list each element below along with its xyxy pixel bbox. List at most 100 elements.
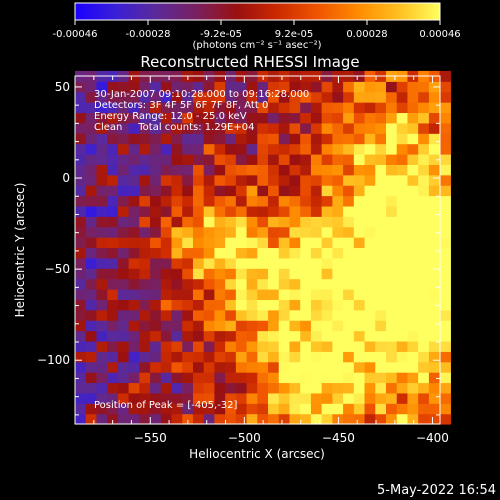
heatmap-cell xyxy=(117,102,130,114)
heatmap-cell xyxy=(225,164,237,176)
heatmap-cell xyxy=(310,143,323,155)
heatmap-cell xyxy=(310,195,323,207)
heatmap-cell xyxy=(278,299,291,311)
heatmap-cell xyxy=(85,143,98,155)
heatmap-cell xyxy=(332,320,344,332)
heatmap-cell xyxy=(117,81,130,93)
heatmap-cell xyxy=(214,247,226,259)
heatmap-cell xyxy=(171,226,183,238)
heatmap-cell xyxy=(203,164,216,176)
heatmap-cell xyxy=(310,122,323,134)
heatmap-cell xyxy=(386,122,398,134)
heatmap-cell xyxy=(439,361,451,373)
heatmap-cell xyxy=(428,226,441,238)
heatmap-cell xyxy=(96,205,108,217)
heatmap-cell xyxy=(310,351,323,363)
heatmap-cell xyxy=(192,237,205,249)
heatmap-cell xyxy=(117,226,130,238)
heatmap-cell xyxy=(117,392,130,404)
heatmap-cell xyxy=(96,185,108,197)
heatmap-cell xyxy=(257,133,269,145)
heatmap-cell xyxy=(192,143,205,155)
heatmap-cell xyxy=(418,278,430,290)
heatmap-cell xyxy=(139,91,151,103)
heatmap-cell xyxy=(300,164,312,176)
heatmap-cell xyxy=(85,216,98,228)
heatmap-cell xyxy=(428,164,441,176)
heatmap-cell xyxy=(128,91,140,103)
heatmap-cell xyxy=(332,382,344,394)
heatmap-cell xyxy=(225,413,237,425)
heatmap-cell xyxy=(150,309,162,321)
heatmap-cell xyxy=(203,133,216,145)
heatmap-cell xyxy=(117,299,130,311)
heatmap-cell xyxy=(85,91,98,103)
heatmap-cell xyxy=(96,392,108,404)
heatmap-cell xyxy=(321,382,333,394)
heatmap-cell xyxy=(257,340,269,352)
heatmap-cell xyxy=(375,195,387,207)
heatmap-cell xyxy=(321,133,333,145)
heatmap-cell xyxy=(386,257,398,269)
heatmap-cell xyxy=(375,340,387,352)
heatmap-cell xyxy=(375,288,387,300)
heatmap-cell xyxy=(203,403,216,415)
heatmap-cell xyxy=(418,247,430,259)
heatmap-cell xyxy=(257,299,269,311)
heatmap-cell xyxy=(268,195,280,207)
heatmap-cell xyxy=(85,330,98,342)
heatmap-cell xyxy=(300,102,312,114)
heatmap-cell xyxy=(268,91,280,103)
heatmap-cell xyxy=(407,372,419,384)
heatmap-cell xyxy=(246,133,258,145)
heatmap-cell xyxy=(439,112,451,124)
heatmap-cell xyxy=(257,247,269,259)
heatmap-cell xyxy=(117,309,130,321)
heatmap-cell xyxy=(332,143,344,155)
heatmap-cell xyxy=(203,351,216,363)
heatmap-cell xyxy=(428,372,441,384)
heatmap-cell xyxy=(300,330,312,342)
heatmap-cell xyxy=(407,195,419,207)
heatmap-cell xyxy=(289,91,301,103)
heatmap-cell xyxy=(171,330,183,342)
heatmap-cell xyxy=(375,91,387,103)
heatmap-cell xyxy=(96,216,108,228)
heatmap-cell xyxy=(375,309,387,321)
heatmap-cell xyxy=(407,247,419,259)
heatmap-cell xyxy=(364,372,376,384)
heatmap-cell xyxy=(343,268,355,280)
heatmap-cell xyxy=(139,309,151,321)
heatmap-cell xyxy=(407,340,419,352)
heatmap-cell xyxy=(418,372,430,384)
heatmap-cell xyxy=(117,195,130,207)
heatmap-cell xyxy=(171,153,183,165)
heatmap-cell xyxy=(235,153,248,165)
heatmap-cell xyxy=(278,133,291,145)
heatmap-cell xyxy=(214,299,226,311)
heatmap-cell xyxy=(428,392,441,404)
heatmap-cell xyxy=(246,122,258,134)
x-tick-label: −400 xyxy=(416,431,449,445)
heatmap-cell xyxy=(171,195,183,207)
heatmap-cell xyxy=(214,257,226,269)
heatmap-cell xyxy=(203,278,216,290)
heatmap-cell xyxy=(386,112,398,124)
heatmap-cell xyxy=(225,288,237,300)
heatmap-cell xyxy=(85,195,98,207)
heatmap-cell xyxy=(418,413,430,425)
heatmap-cell xyxy=(107,226,119,238)
heatmap-cell xyxy=(300,195,312,207)
heatmap-cell xyxy=(439,185,451,197)
heatmap-cell xyxy=(321,288,333,300)
heatmap-cell xyxy=(375,268,387,280)
heatmap-cell xyxy=(96,133,108,145)
heatmap-cell xyxy=(139,122,151,134)
heatmap-cell xyxy=(225,257,237,269)
heatmap-cell xyxy=(203,392,216,404)
heatmap-cell xyxy=(268,340,280,352)
heatmap-cell xyxy=(396,174,409,186)
heatmap-cell xyxy=(386,143,398,155)
heatmap-cell xyxy=(278,278,291,290)
heatmap-cell xyxy=(310,205,323,217)
